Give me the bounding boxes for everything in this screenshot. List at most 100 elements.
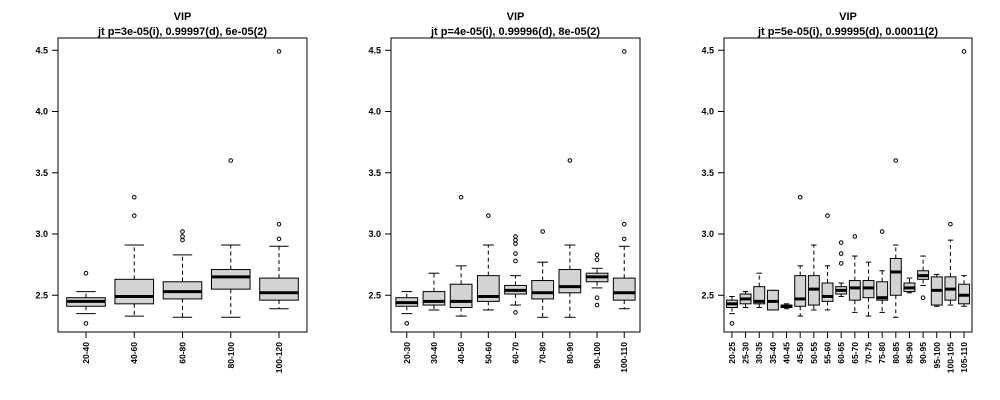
outlier-point <box>404 321 410 326</box>
outlier-point <box>838 240 844 245</box>
x-tick-label: 50-55 <box>809 342 819 364</box>
x-tick-label: 85-90 <box>904 342 914 364</box>
outlier-point <box>797 194 803 200</box>
outlier-point <box>961 49 967 54</box>
outlier-point <box>228 158 234 163</box>
x-tick-label: 55-60 <box>823 342 833 364</box>
chart-title: VIP <box>839 11 857 23</box>
outlier-point <box>180 237 185 243</box>
box-20-30 <box>395 291 419 326</box>
outlier-point <box>131 213 137 218</box>
outlier-point <box>948 221 953 227</box>
box-50-60 <box>476 213 500 311</box>
box-95-100 <box>930 273 943 307</box>
outlier-point <box>513 234 518 239</box>
box-70-75 <box>862 261 875 317</box>
x-tick-label: 80-100 <box>226 342 236 369</box>
box-100-120 <box>259 49 299 310</box>
y-tick-label: 3.0 <box>368 229 381 239</box>
box-iqr <box>612 277 636 301</box>
y-tick-label: 4.0 <box>701 107 714 117</box>
y-tick-label: 3.0 <box>35 229 48 239</box>
y-tick-label: 2.5 <box>368 290 381 300</box>
chart-title: VIP <box>174 11 192 23</box>
x-tick-label: 70-80 <box>538 342 548 364</box>
x-tick-label: 65-70 <box>850 342 860 364</box>
outlier-point <box>540 229 545 234</box>
chart-panel-1: VIP jt p=3e-05(i), 0.99997(d), 6e-05(2) 2.… <box>35 11 308 373</box>
outlier-point <box>838 251 844 256</box>
outlier-point <box>825 213 830 218</box>
outlier-point <box>513 310 518 315</box>
outlier-point <box>567 158 573 163</box>
x-tick-label: 80-85 <box>891 342 901 364</box>
box-iqr <box>449 283 473 309</box>
outlier-point <box>621 236 627 242</box>
box-30-40 <box>422 272 446 311</box>
box-55-60 <box>821 213 834 311</box>
outlier-point <box>594 252 600 258</box>
outlier-point <box>920 295 926 301</box>
box-iqr <box>821 282 834 302</box>
x-tick-label: 60-70 <box>511 342 521 364</box>
y-tick-label: 4.0 <box>35 107 48 117</box>
x-tick-label: 70-75 <box>863 342 873 364</box>
box-50-55 <box>807 244 820 311</box>
x-tick-label: 90-95 <box>918 342 928 364</box>
x-tick-label: 90-100 <box>592 342 602 369</box>
x-tick-label: 100-105 <box>945 342 955 373</box>
outlier-point <box>513 237 518 243</box>
y-tick-label: 2.5 <box>701 290 714 300</box>
outlier-point <box>458 194 464 200</box>
outlier-point <box>594 257 600 263</box>
x-tick-label: 30-35 <box>754 342 764 364</box>
box-85-90 <box>903 277 916 294</box>
outlier-point <box>879 229 885 234</box>
outlier-point <box>276 236 282 242</box>
outlier-point <box>83 270 89 276</box>
x-tick-label: 20-25 <box>727 342 737 364</box>
box-105-110 <box>958 49 971 307</box>
x-tick-label: 40-45 <box>782 342 792 364</box>
box-70-80 <box>531 229 555 318</box>
x-tick-label: 30-40 <box>429 342 439 364</box>
box-iqr <box>422 291 446 306</box>
box-iqr <box>794 275 807 307</box>
box-80-85 <box>889 158 902 318</box>
chart-subtitle: jt p=4e-05(i), 0.99996(d), 8e-05(2) <box>430 26 600 38</box>
outlier-point <box>729 321 735 326</box>
x-tick-label: 40-50 <box>456 342 466 364</box>
outlier-point <box>513 251 518 256</box>
x-tick-label: 35-40 <box>768 342 778 364</box>
outlier-point <box>180 229 185 234</box>
x-tick-label: 75-80 <box>877 342 887 364</box>
outlier-point <box>131 194 137 200</box>
box-40-60 <box>114 194 155 317</box>
box-iqr <box>531 280 555 300</box>
box-iqr <box>876 281 889 301</box>
x-tick-label: 100-120 <box>274 342 284 373</box>
box-iqr <box>848 280 861 301</box>
box-20-25 <box>725 295 738 326</box>
outlier-point <box>852 234 858 239</box>
y-tick-label: 3.5 <box>35 168 48 178</box>
y-tick-label: 3.5 <box>701 168 714 178</box>
chart-subtitle: jt p=5e-05(i), 0.99995(d), 0.00011(2) <box>757 26 938 38</box>
outlier-point <box>486 213 491 218</box>
outlier-point <box>513 258 518 264</box>
box-iqr <box>210 269 251 290</box>
x-tick-label: 60-65 <box>836 342 846 364</box>
y-tick-label: 2.5 <box>35 290 48 300</box>
y-tick-label: 4.5 <box>35 45 48 55</box>
box-45-50 <box>794 194 807 317</box>
chart-panel-3: VIP jt p=5e-05(i), 0.99995(d), 0.00011(2)… <box>701 11 973 373</box>
x-tick-label: 25-30 <box>741 342 751 364</box>
chart-subtitle: jt p=3e-05(i), 0.99997(d), 6e-05(2) <box>97 26 267 38</box>
box-40-50 <box>449 194 473 317</box>
x-tick-label: 100-110 <box>619 342 629 373</box>
box-iqr <box>259 277 299 301</box>
box-60-70 <box>504 234 527 315</box>
outlier-point <box>893 158 899 163</box>
